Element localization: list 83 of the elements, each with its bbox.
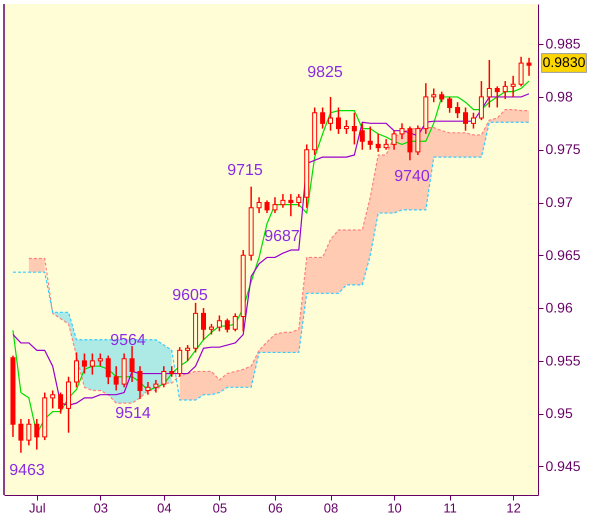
candlestick bbox=[90, 352, 95, 376]
candlestick bbox=[58, 392, 64, 414]
y-tick-label: 0.965 bbox=[546, 246, 581, 263]
candlestick bbox=[201, 307, 206, 341]
y-tick-label: 0.98 bbox=[546, 88, 573, 104]
candlestick bbox=[26, 418, 32, 446]
candlestick bbox=[384, 138, 389, 150]
annotation: 9740 bbox=[394, 168, 430, 185]
candlestick bbox=[18, 418, 24, 454]
candlestick bbox=[400, 122, 404, 140]
candlestick bbox=[439, 90, 444, 103]
candlestick bbox=[145, 381, 150, 396]
candlestick bbox=[431, 88, 436, 103]
x-tick-label: 12 bbox=[506, 500, 521, 516]
x-tick-label: 05 bbox=[212, 500, 228, 516]
candlestick bbox=[130, 345, 135, 383]
candlestick bbox=[177, 346, 182, 378]
candlestick bbox=[232, 312, 238, 332]
candlestick bbox=[208, 323, 214, 336]
candlestick bbox=[288, 193, 294, 217]
y-tick-label: 0.955 bbox=[546, 352, 581, 368]
candlestick bbox=[447, 96, 452, 114]
x-tick-label: 08 bbox=[324, 500, 338, 516]
candlestick bbox=[415, 124, 420, 156]
x-tick-label: Jul bbox=[28, 500, 46, 516]
y-tick-label: 0.945 bbox=[546, 458, 581, 474]
x-tick-label: 11 bbox=[443, 500, 457, 516]
annotation: 9605 bbox=[172, 287, 208, 304]
candlestick bbox=[34, 418, 40, 450]
candlestick bbox=[216, 314, 222, 332]
annotation: 9564 bbox=[110, 332, 146, 349]
text: 0.9830 bbox=[542, 54, 586, 70]
candlestick bbox=[463, 106, 468, 132]
candlestick bbox=[407, 126, 412, 162]
candlestick bbox=[264, 200, 270, 214]
candlestick bbox=[502, 80, 508, 100]
candlestick bbox=[336, 106, 341, 135]
candlestick bbox=[98, 352, 103, 367]
candlestick bbox=[138, 365, 142, 400]
candlestick bbox=[455, 101, 460, 119]
y-tick-label: 0.95 bbox=[546, 405, 573, 422]
candlestick bbox=[50, 390, 56, 410]
candlestick bbox=[376, 133, 381, 153]
annotation: 9514 bbox=[115, 405, 151, 422]
x-tick-label: 06 bbox=[268, 500, 283, 516]
y-tick-label: 0.985 bbox=[546, 36, 581, 52]
candlestick bbox=[296, 193, 302, 208]
annotation: 9825 bbox=[307, 64, 343, 81]
candlestick bbox=[360, 122, 365, 150]
candlestick bbox=[328, 96, 334, 132]
candlestick bbox=[161, 365, 166, 388]
y-tick-label: 0.97 bbox=[546, 194, 573, 210]
candlestick bbox=[352, 112, 357, 146]
candlestick bbox=[518, 56, 524, 88]
candlestick bbox=[114, 365, 119, 392]
candlestick bbox=[478, 80, 484, 121]
y-tick-label: 0.96 bbox=[546, 300, 573, 316]
candlestick bbox=[510, 75, 516, 98]
x-tick-label: 03 bbox=[94, 500, 108, 516]
candlestick bbox=[392, 130, 397, 150]
y-tick-label: 0.975 bbox=[546, 141, 581, 158]
annotation: 9715 bbox=[227, 162, 263, 179]
candlestick bbox=[368, 126, 373, 150]
x-tick-label: 10 bbox=[387, 500, 402, 516]
annotation: 9463 bbox=[9, 462, 45, 479]
candlestick bbox=[185, 344, 190, 362]
x-tick-label: 04 bbox=[157, 500, 172, 516]
candlestick bbox=[526, 57, 532, 77]
candlestick bbox=[470, 112, 476, 130]
candlestick bbox=[169, 365, 174, 378]
candlestick bbox=[106, 354, 111, 385]
candlestick bbox=[494, 86, 500, 108]
candlestick bbox=[82, 352, 87, 374]
candlestick bbox=[74, 352, 79, 388]
annotation: 9687 bbox=[264, 228, 300, 245]
candlestick bbox=[256, 196, 262, 214]
candlestick bbox=[224, 318, 230, 334]
candlestick bbox=[153, 379, 158, 394]
candlestick bbox=[486, 59, 492, 108]
candlestick bbox=[320, 106, 326, 130]
candlestick bbox=[344, 119, 349, 135]
candlestick bbox=[272, 196, 278, 214]
candlestick bbox=[280, 193, 286, 209]
